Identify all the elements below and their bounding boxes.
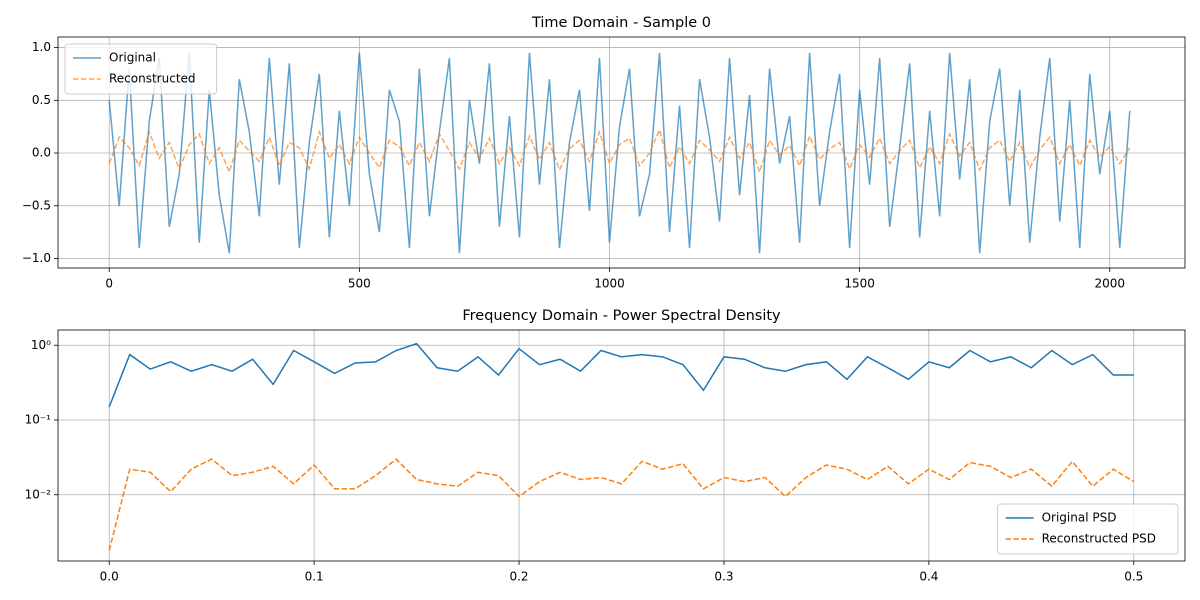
data-line [108,52,1131,254]
x-tick-label: 1500 [844,277,875,291]
x-tick-label: 0.2 [509,570,528,584]
data-line [108,342,1134,408]
legend-label: Reconstructed PSD [1042,532,1156,546]
y-tick-label: 0.5 [32,93,51,107]
legend-box [997,503,1179,555]
y-tick-label: −1.0 [22,251,51,265]
y-tick-label: 10⁻² [25,487,52,501]
x-tick-label: 0 [105,277,113,291]
y-tick-label: 0.0 [32,146,51,160]
x-tick-label: 0.4 [919,570,938,584]
x-tick-label: 500 [348,277,371,291]
legend-box [64,43,218,95]
x-tick-label: 1000 [594,277,625,291]
chart-title: Frequency Domain - Power Spectral Densit… [462,308,781,324]
axes-frame [57,36,1186,269]
legend-label: Reconstructed [109,72,196,86]
legend-label: Original PSD [1042,511,1117,525]
y-tick-label: 10⁻¹ [25,413,52,427]
x-tick-label: 0.0 [100,570,119,584]
y-tick-label: −0.5 [22,198,51,212]
axes-frame [57,329,1186,562]
x-tick-label: 0.1 [305,570,324,584]
x-tick-label: 0.3 [714,570,733,584]
y-tick-label: 1.0 [32,40,51,54]
x-tick-label: 0.5 [1124,570,1143,584]
data-line [108,127,1131,175]
y-tick-label: 10⁰ [31,338,51,352]
x-tick-label: 2000 [1094,277,1125,291]
chart-title: Time Domain - Sample 0 [531,15,711,31]
data-line [108,458,1135,551]
legend-label: Original [109,51,156,65]
